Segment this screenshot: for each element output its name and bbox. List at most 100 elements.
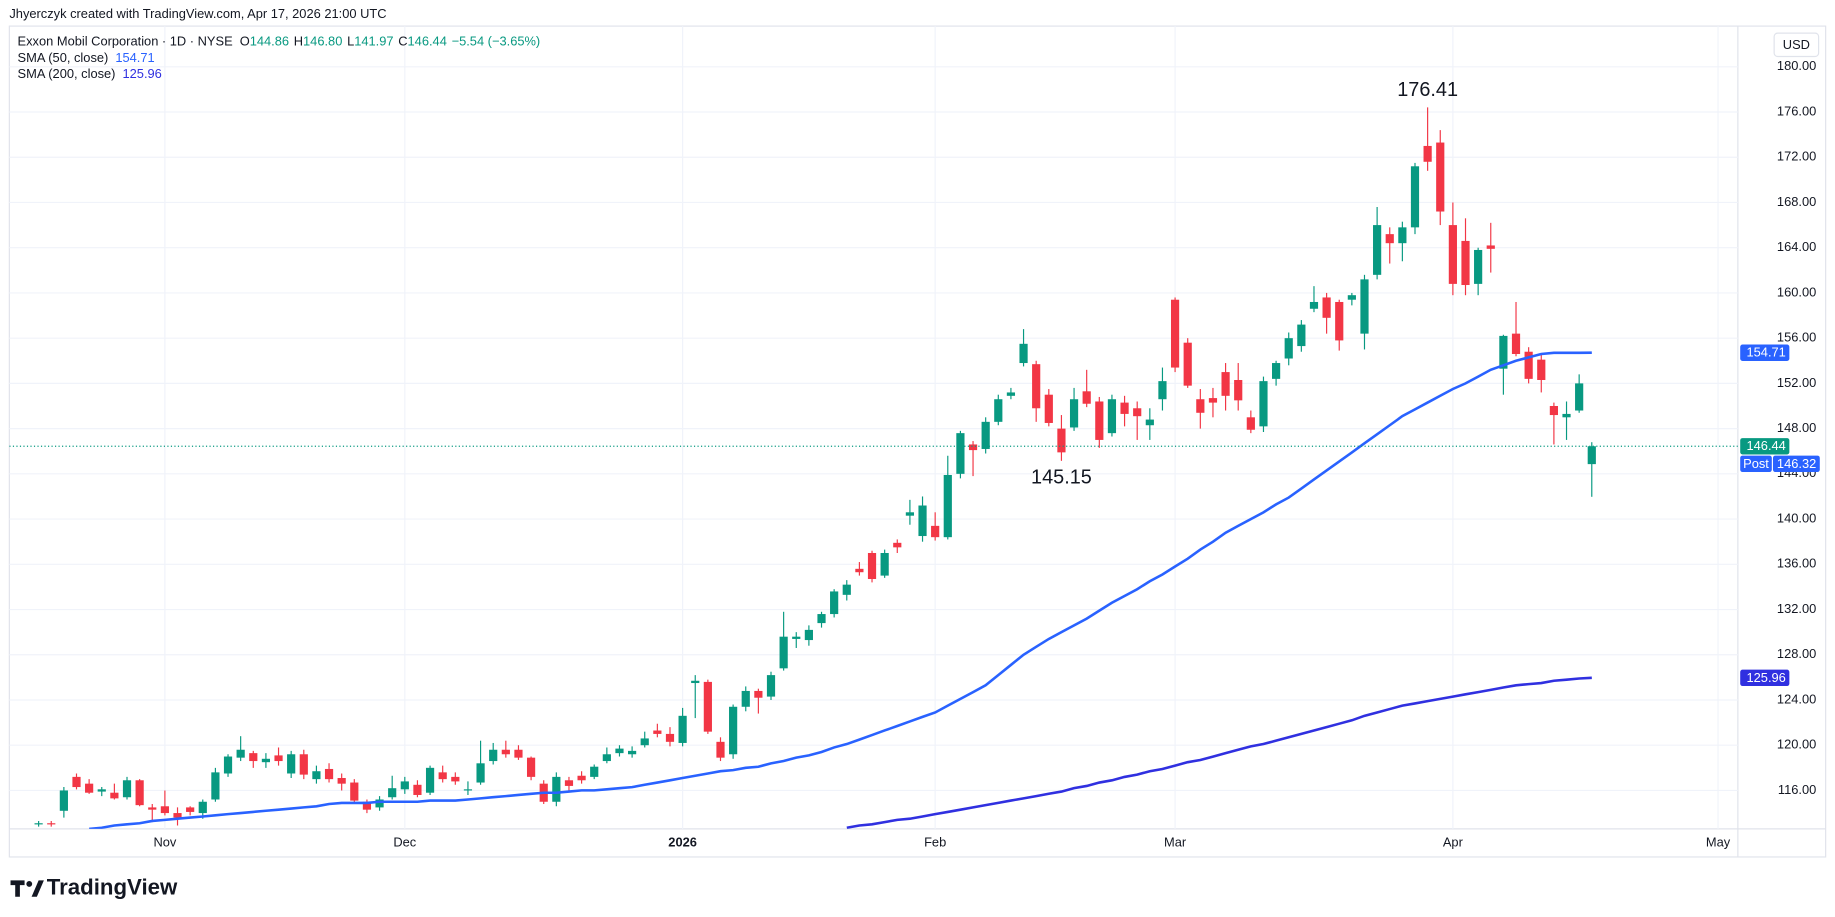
brand: TradingView (47, 874, 178, 899)
candle-body (981, 421, 990, 449)
candle-body (324, 768, 334, 780)
candle-body (1259, 381, 1268, 427)
candle-body (577, 775, 586, 781)
candle-body (261, 758, 271, 763)
price-tag-label: 146.32 (1777, 456, 1816, 471)
candle-body (160, 806, 169, 814)
candle-body (1322, 297, 1331, 318)
candle-body (716, 741, 725, 758)
candle-body (968, 444, 978, 451)
candle-body (880, 552, 889, 576)
sma-value: 154.71 (115, 50, 154, 65)
brand-logo (10, 880, 44, 897)
candle-body (1575, 383, 1584, 411)
candle-body (274, 755, 283, 762)
candle-body (1196, 399, 1205, 413)
currency-button[interactable] (1773, 32, 1820, 58)
candle-body (766, 675, 776, 697)
candle-body (1297, 324, 1306, 347)
candle-body (85, 783, 94, 793)
candle-body (867, 552, 877, 580)
candle-body (552, 776, 561, 802)
candle-body (122, 780, 132, 798)
candle-body (1524, 351, 1533, 379)
candle-body (628, 750, 637, 755)
y-tick-label: 176.00 (1777, 103, 1816, 118)
candle-body (1587, 446, 1596, 465)
candle-body (1221, 372, 1230, 396)
candle-body (602, 754, 611, 762)
y-tick-label: 172.00 (1777, 149, 1816, 164)
candle-body (388, 788, 397, 798)
price-tag-label: 154.71 (1747, 345, 1786, 360)
candle-body (148, 807, 157, 810)
ohlc-value: 144.86 (250, 34, 289, 49)
y-tick-label: 168.00 (1777, 194, 1816, 209)
candle-body (792, 636, 801, 639)
candle-body (1511, 333, 1521, 354)
candle-body (236, 749, 245, 758)
candle-body (1234, 379, 1243, 401)
candle-body (223, 756, 233, 774)
candle-body (1145, 419, 1154, 426)
candle-body (350, 782, 359, 801)
candle-body (1057, 428, 1066, 453)
ohlc-letter: O (240, 34, 250, 49)
candle-body (312, 771, 321, 780)
y-tick-label: 164.00 (1777, 239, 1816, 254)
y-tick-label: 160.00 (1777, 284, 1816, 299)
x-tick-label: Mar (1164, 834, 1187, 849)
candle-body (1549, 406, 1558, 416)
candle-body (1499, 335, 1508, 369)
candle-body (463, 789, 473, 791)
sma-line (89, 351, 1592, 829)
x-tick-label: Apr (1443, 834, 1464, 849)
candle-body (287, 754, 296, 774)
grid (9, 26, 1738, 829)
y-tick-label: 148.00 (1777, 420, 1816, 435)
candle-body (337, 778, 346, 784)
y-tick-label: 120.00 (1777, 737, 1816, 752)
candle-body (1208, 398, 1218, 403)
ohlc-letter: C (398, 34, 407, 49)
candle-body (489, 749, 498, 762)
candle-body (375, 799, 384, 808)
candle-body (1537, 359, 1546, 380)
candle-body (1486, 245, 1495, 249)
candle-body (918, 505, 927, 537)
y-tick-label: 156.00 (1777, 330, 1816, 345)
candle-body (1335, 301, 1344, 341)
candle-body (1272, 363, 1281, 379)
candle-body (779, 636, 788, 669)
legend-sma200: SMA (200, close) 125.96 (18, 67, 162, 82)
sma-name: SMA (200, close) (18, 67, 116, 82)
y-tick-label: 140.00 (1777, 510, 1816, 525)
candle-body (1006, 392, 1016, 396)
price-tag-label: 125.96 (1747, 670, 1786, 685)
ohlc-value: 146.44 (408, 34, 447, 49)
header: Jhyerczyk created with TradingView.com, … (9, 6, 386, 21)
labels: 116.00 120.00 124.00 128.00 132.00 136.00 140.… (153, 58, 1820, 849)
candle-body (47, 823, 56, 825)
candle-body (1069, 399, 1079, 428)
candle-body (438, 772, 447, 780)
symbol: Exxon Mobil Corporation · 1D · NYSE (18, 34, 234, 49)
candle-body (590, 766, 599, 777)
x-tick-label: Nov (153, 834, 176, 849)
candle-body (72, 776, 81, 788)
candle-body (830, 591, 839, 615)
candle-body (1032, 364, 1041, 409)
candle-body (703, 681, 712, 732)
candle-body (1133, 408, 1142, 417)
candle-body (1474, 249, 1483, 284)
candle-body (754, 690, 763, 698)
candle-body (413, 784, 422, 795)
candle-body (1158, 381, 1167, 400)
candle-body (804, 629, 813, 641)
price-tag-prefix-label: Post (1743, 456, 1769, 471)
candle-body (741, 690, 750, 707)
candle-body (1461, 240, 1470, 286)
currency[interactable]: USD (1783, 37, 1810, 52)
candle-body (400, 781, 409, 790)
